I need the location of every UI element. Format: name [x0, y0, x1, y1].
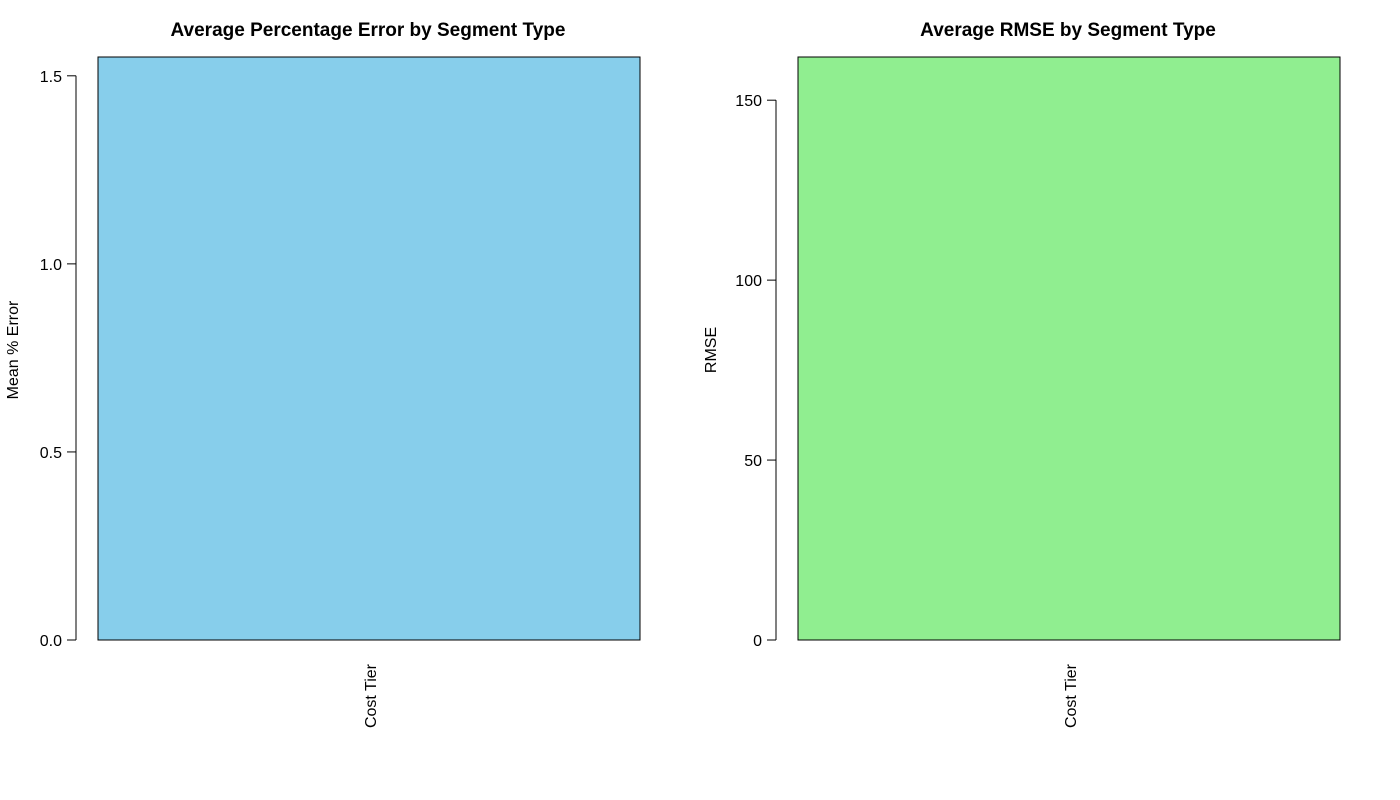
- y-axis-label: RMSE: [703, 327, 720, 373]
- y-axis: 0 50 100 150: [735, 93, 777, 650]
- panel-percentage-error: Average Percentage Error by Segment Type…: [5, 20, 641, 728]
- panel-rmse: Average RMSE by Segment Type RMSE 0 50 100…: [703, 20, 1341, 728]
- x-tick-label: Cost Tier: [1063, 663, 1080, 728]
- y-axis-label: Mean % Error: [5, 300, 22, 399]
- chart-title: Average Percentage Error by Segment Type: [171, 20, 566, 41]
- y-tick-label: 50: [744, 453, 762, 470]
- bar: [797, 56, 1341, 641]
- y-axis: 0.0 0.5 1.0 1.5: [40, 69, 77, 650]
- chart-title: Average RMSE by Segment Type: [920, 20, 1216, 41]
- y-tick-label: 100: [735, 273, 762, 290]
- bar-group: [97, 56, 641, 641]
- y-tick-label: 0.5: [40, 445, 62, 462]
- bar: [97, 56, 641, 641]
- y-tick-label: 1.5: [40, 69, 62, 86]
- x-axis-ticks: Cost Tier: [363, 663, 380, 728]
- x-tick-label: Cost Tier: [363, 663, 380, 728]
- y-tick-label: 0.0: [40, 633, 62, 650]
- y-tick-label: 0: [753, 633, 762, 650]
- y-tick-label: 1.0: [40, 257, 62, 274]
- x-axis-ticks: Cost Tier: [1063, 663, 1080, 728]
- y-tick-label: 150: [735, 93, 762, 110]
- bar-group: [797, 56, 1341, 641]
